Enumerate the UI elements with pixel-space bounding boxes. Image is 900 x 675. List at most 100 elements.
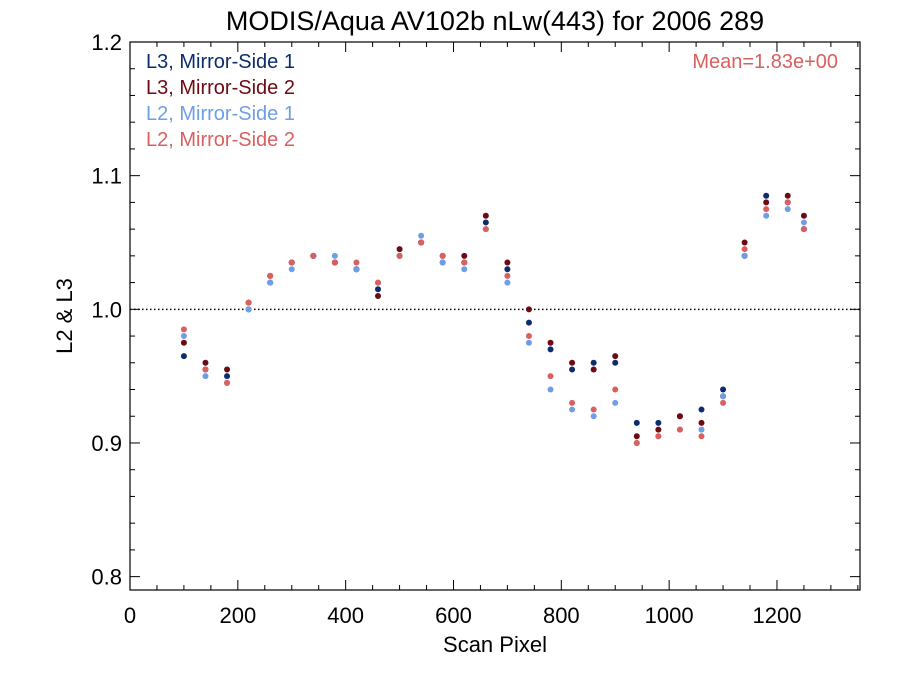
- data-point: [202, 366, 209, 373]
- data-point: [763, 206, 770, 213]
- chart-title: MODIS/Aqua AV102b nLw(443) for 2006 289: [226, 6, 764, 36]
- data-point: [800, 219, 807, 226]
- data-point: [569, 366, 576, 373]
- series-layer: [180, 192, 807, 446]
- x-tick-label: 0: [124, 603, 136, 628]
- data-point: [439, 252, 446, 259]
- data-point: [784, 206, 791, 213]
- data-point: [482, 212, 489, 219]
- y-tick-label: 1.0: [91, 297, 122, 322]
- data-point: [590, 359, 597, 366]
- data-point: [224, 373, 231, 380]
- data-point: [396, 246, 403, 253]
- data-point: [698, 426, 705, 433]
- plot-area: [129, 41, 861, 591]
- data-point: [525, 339, 532, 346]
- data-point: [612, 359, 619, 366]
- x-axis-label: Scan Pixel: [443, 632, 547, 657]
- data-point: [698, 406, 705, 413]
- mean-annotation: Mean=1.83e+00: [692, 51, 838, 73]
- data-point: [504, 272, 511, 279]
- data-point: [288, 266, 295, 273]
- y-axis-label: L2 & L3: [52, 278, 77, 354]
- data-point: [224, 366, 231, 373]
- data-point: [569, 399, 576, 406]
- legend-entry: L2, Mirror-Side 2: [146, 129, 295, 151]
- data-point: [482, 226, 489, 233]
- data-point: [267, 279, 274, 286]
- data-point: [331, 252, 338, 259]
- data-point: [202, 359, 209, 366]
- data-point: [353, 266, 360, 273]
- data-point: [720, 386, 727, 393]
- plot-border: [129, 41, 861, 591]
- y-tick-label: 0.9: [91, 431, 122, 456]
- data-point: [504, 259, 511, 266]
- data-point: [590, 406, 597, 413]
- data-point: [590, 413, 597, 420]
- series-4: [180, 199, 807, 446]
- data-point: [676, 413, 683, 420]
- data-point: [698, 419, 705, 426]
- data-point: [741, 252, 748, 259]
- data-point: [525, 333, 532, 340]
- y-axis: 0.8 0.9 1.0 1.1 1.2: [91, 30, 860, 590]
- data-point: [180, 353, 187, 360]
- data-point: [800, 212, 807, 219]
- data-point: [525, 319, 532, 326]
- data-point: [375, 279, 382, 286]
- data-point: [720, 393, 727, 400]
- data-point: [612, 399, 619, 406]
- legend-entry: L3, Mirror-Side 1: [146, 51, 295, 73]
- data-point: [763, 192, 770, 199]
- data-point: [590, 366, 597, 373]
- data-point: [655, 426, 662, 433]
- y-tick-label: 1.2: [91, 30, 122, 55]
- data-point: [655, 433, 662, 440]
- x-tick-label: 1200: [752, 603, 801, 628]
- x-tick-label: 600: [435, 603, 472, 628]
- data-point: [504, 266, 511, 273]
- series-3: [180, 206, 807, 446]
- data-point: [633, 419, 640, 426]
- x-tick-label: 1000: [645, 603, 694, 628]
- data-point: [547, 386, 554, 393]
- data-point: [310, 252, 317, 259]
- x-tick-label: 400: [327, 603, 364, 628]
- x-tick-label: 200: [219, 603, 256, 628]
- data-point: [331, 259, 338, 266]
- data-point: [482, 219, 489, 226]
- data-point: [461, 266, 468, 273]
- data-point: [267, 272, 274, 279]
- y-tick-label: 1.1: [91, 164, 122, 189]
- data-point: [676, 426, 683, 433]
- data-point: [612, 386, 619, 393]
- data-point: [418, 239, 425, 246]
- data-point: [504, 279, 511, 286]
- x-axis: 0 200 400 600 800 1000 1200: [124, 42, 859, 628]
- data-point: [633, 433, 640, 440]
- data-point: [547, 339, 554, 346]
- data-point: [224, 379, 231, 386]
- data-point: [180, 333, 187, 340]
- data-point: [784, 192, 791, 199]
- y-tick-label: 0.8: [91, 565, 122, 590]
- data-point: [741, 239, 748, 246]
- data-point: [784, 199, 791, 206]
- series-2: [180, 192, 807, 440]
- data-point: [547, 373, 554, 380]
- data-point: [461, 259, 468, 266]
- data-point: [245, 299, 252, 306]
- data-point: [633, 439, 640, 446]
- data-point: [461, 252, 468, 259]
- legend-entry: L2, Mirror-Side 1: [146, 103, 295, 125]
- data-point: [569, 359, 576, 366]
- data-point: [763, 199, 770, 206]
- data-point: [612, 353, 619, 360]
- data-point: [180, 326, 187, 333]
- data-point: [375, 292, 382, 299]
- data-point: [525, 306, 532, 313]
- data-point: [375, 286, 382, 293]
- data-point: [698, 433, 705, 440]
